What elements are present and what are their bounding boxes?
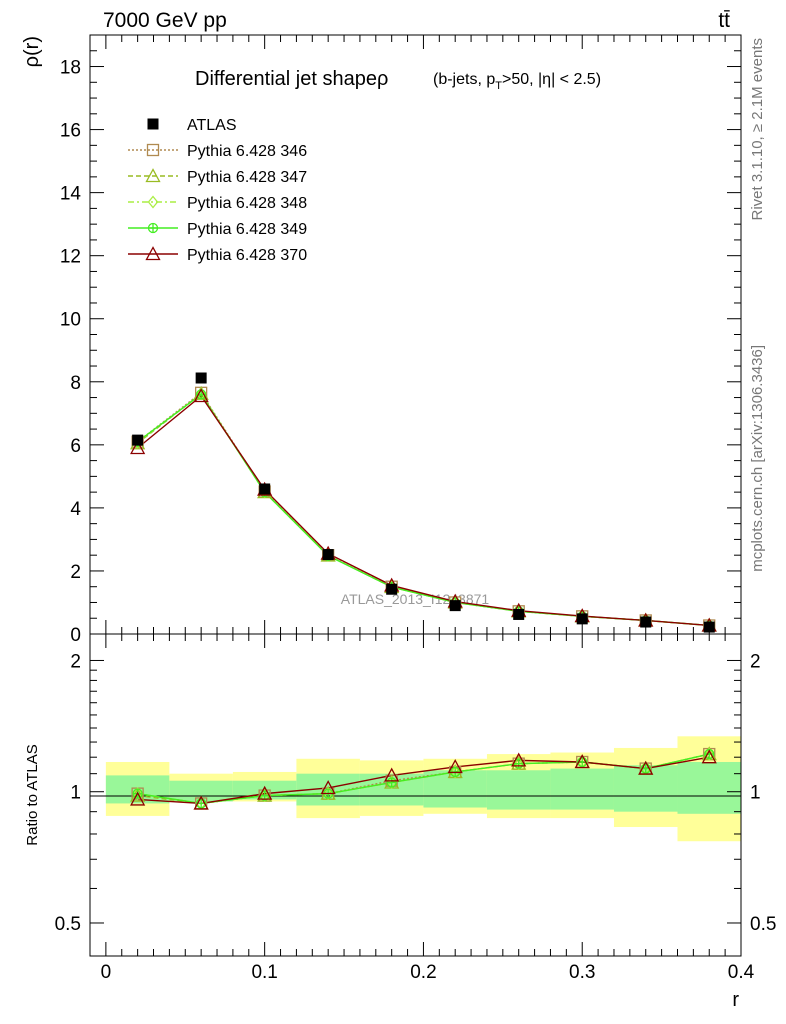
ratio-y-tick-0-label-right: 0.5 <box>750 914 776 935</box>
x-axis-label: r <box>732 989 739 1011</box>
main-point-data-6 <box>513 608 525 620</box>
main-point-data-5 <box>449 600 461 612</box>
process-label: tt̄ <box>718 9 730 32</box>
rivet-label: Rivet 3.1.10, ≥ 2.1M events <box>749 38 766 221</box>
ratio-y-tick-2-label-right: 2 <box>750 651 761 672</box>
ratio-point-p349-6 <box>513 758 524 769</box>
ratio-point-p370-6 <box>511 752 527 767</box>
legend-marker-data <box>147 118 159 130</box>
ratio-point-p370-1 <box>193 795 209 810</box>
main-y-tick-7-label: 14 <box>60 184 82 205</box>
main-point-data-8 <box>640 616 652 628</box>
ratio-point-p370-0 <box>130 791 146 806</box>
legend-item-p346: Pythia 6.428 346 <box>128 143 307 160</box>
main-y-tick-8-label: 16 <box>60 121 81 142</box>
ratio-point-p349-4 <box>386 777 397 788</box>
main-point-data-0 <box>132 434 144 446</box>
legend-marker-p349 <box>147 222 159 234</box>
main-point-data-2 <box>259 483 271 495</box>
ratio-point-p370-7 <box>574 754 590 769</box>
legend-item-p347: Pythia 6.428 347 <box>128 168 307 186</box>
legend-item-p370: Pythia 6.428 370 <box>128 246 307 264</box>
main-y-tick-0-label: 0 <box>70 625 81 646</box>
main-y-tick-5-label: 10 <box>60 310 81 331</box>
band-inner-7 <box>550 768 614 810</box>
ratio-point-p370-9 <box>701 749 717 764</box>
legend: ATLAS Pythia 6.428 346 Pythia 6.428 347 Pyt… <box>128 117 307 264</box>
ratio-point-p348-0 <box>132 787 143 801</box>
ratio-x-ticks: 0 0.1 0.2 0.3 0.4 <box>89 634 755 983</box>
ratio-uncertainty-bands <box>105 736 741 842</box>
x-tick-label-1: 0.1 <box>251 962 277 983</box>
ratio-point-p370-2 <box>257 785 273 800</box>
ratio-y-tick-2-label: 2 <box>70 651 81 672</box>
legend-label-p348: Pythia 6.428 348 <box>187 195 307 212</box>
ratio-panel: 0.5 0.51 12 2 0 0.1 0.2 0.3 0.4 Ratio to ATLAS … <box>24 633 777 1011</box>
main-point-p370-1 <box>193 388 209 403</box>
ratio-point-p348-6 <box>513 757 525 771</box>
ratio-point-p370-3 <box>320 780 336 795</box>
band-inner-9 <box>677 761 741 814</box>
legend-label-data: ATLAS <box>187 117 237 134</box>
x-tick-label-0: 0 <box>101 962 112 983</box>
main-y-tick-3-label: 6 <box>70 436 81 457</box>
legend-label-p349: Pythia 6.428 349 <box>187 221 307 238</box>
legend-item-p349: Pythia 6.428 349 <box>128 221 307 238</box>
main-subtitle: (b-jets, pT>50, |η| < 2.5) <box>433 71 601 92</box>
mcplots-label: mcplots.cern.ch [arXiv:1306.3436] <box>749 345 766 572</box>
ratio-point-p348-5 <box>449 765 461 779</box>
ratio-y-tick-1-label: 1 <box>70 783 81 804</box>
band-inner-6 <box>486 770 551 810</box>
main-y-axis-label: ρ(r) <box>21 36 43 67</box>
legend-label-p346: Pythia 6.428 346 <box>187 143 307 160</box>
main-series-lines <box>137 391 710 627</box>
ratio-y-axis-label: Ratio to ATLAS <box>24 744 41 845</box>
main-point-data-3 <box>322 549 334 561</box>
main-point-data-1 <box>195 372 207 384</box>
main-line-p370 <box>137 394 710 627</box>
legend-marker-p370 <box>145 246 161 261</box>
ratio-frame <box>89 633 742 957</box>
main-point-data-4 <box>386 583 398 595</box>
legend-item-data: ATLAS <box>147 117 237 134</box>
legend-label-p347: Pythia 6.428 347 <box>187 169 307 186</box>
subtitle-part-2: T <box>495 80 502 92</box>
energy-label: 7000 GeV pp <box>103 9 227 32</box>
main-series-markers <box>130 372 717 633</box>
main-point-data-7 <box>576 613 588 625</box>
main-y-tick-2-label: 4 <box>70 499 81 520</box>
subtitle-part-1: (b-jets, p <box>433 71 495 88</box>
x-tick-label-4: 0.4 <box>728 962 755 983</box>
ratio-point-p370-5 <box>447 759 463 774</box>
legend-marker-p346 <box>146 143 160 157</box>
main-y-tick-9-label: 18 <box>60 58 81 79</box>
legend-label-p370: Pythia 6.428 370 <box>187 247 307 264</box>
ratio-point-p370-8 <box>638 760 654 775</box>
ratio-series-lines <box>137 753 710 805</box>
legend-marker-p347 <box>145 168 161 183</box>
ratio-point-p370-4 <box>384 767 400 782</box>
main-title: Differential jet shapeρ <box>195 68 388 90</box>
ratio-series-markers <box>130 746 717 810</box>
subtitle-part-3: >50, |η| < 2.5) <box>502 71 601 88</box>
main-point-p370-0 <box>130 440 146 455</box>
main-y-tick-4-label: 8 <box>70 373 81 394</box>
ratio-y-tick-0-label: 0.5 <box>55 914 81 935</box>
ratio-point-p348-3 <box>322 787 334 801</box>
legend-marker-p348 <box>147 195 159 209</box>
main-y-tick-1-label: 2 <box>70 562 81 583</box>
x-tick-label-2: 0.2 <box>410 962 436 983</box>
ratio-point-p348-9 <box>703 747 715 761</box>
ratio-line-p370 <box>137 756 710 805</box>
main-y-tick-6-label: 12 <box>60 247 81 268</box>
x-tick-label-3: 0.3 <box>569 962 595 983</box>
ratio-y-tick-1-label-right: 1 <box>750 783 761 804</box>
legend-item-p348: Pythia 6.428 348 <box>128 195 307 212</box>
main-point-data-9 <box>703 621 715 633</box>
main-y-ticks: 0 2 4 6 8 10 12 14 16 18 <box>60 50 741 646</box>
ratio-y-ticks: 0.5 0.5 1 1 2 2 <box>55 651 777 935</box>
